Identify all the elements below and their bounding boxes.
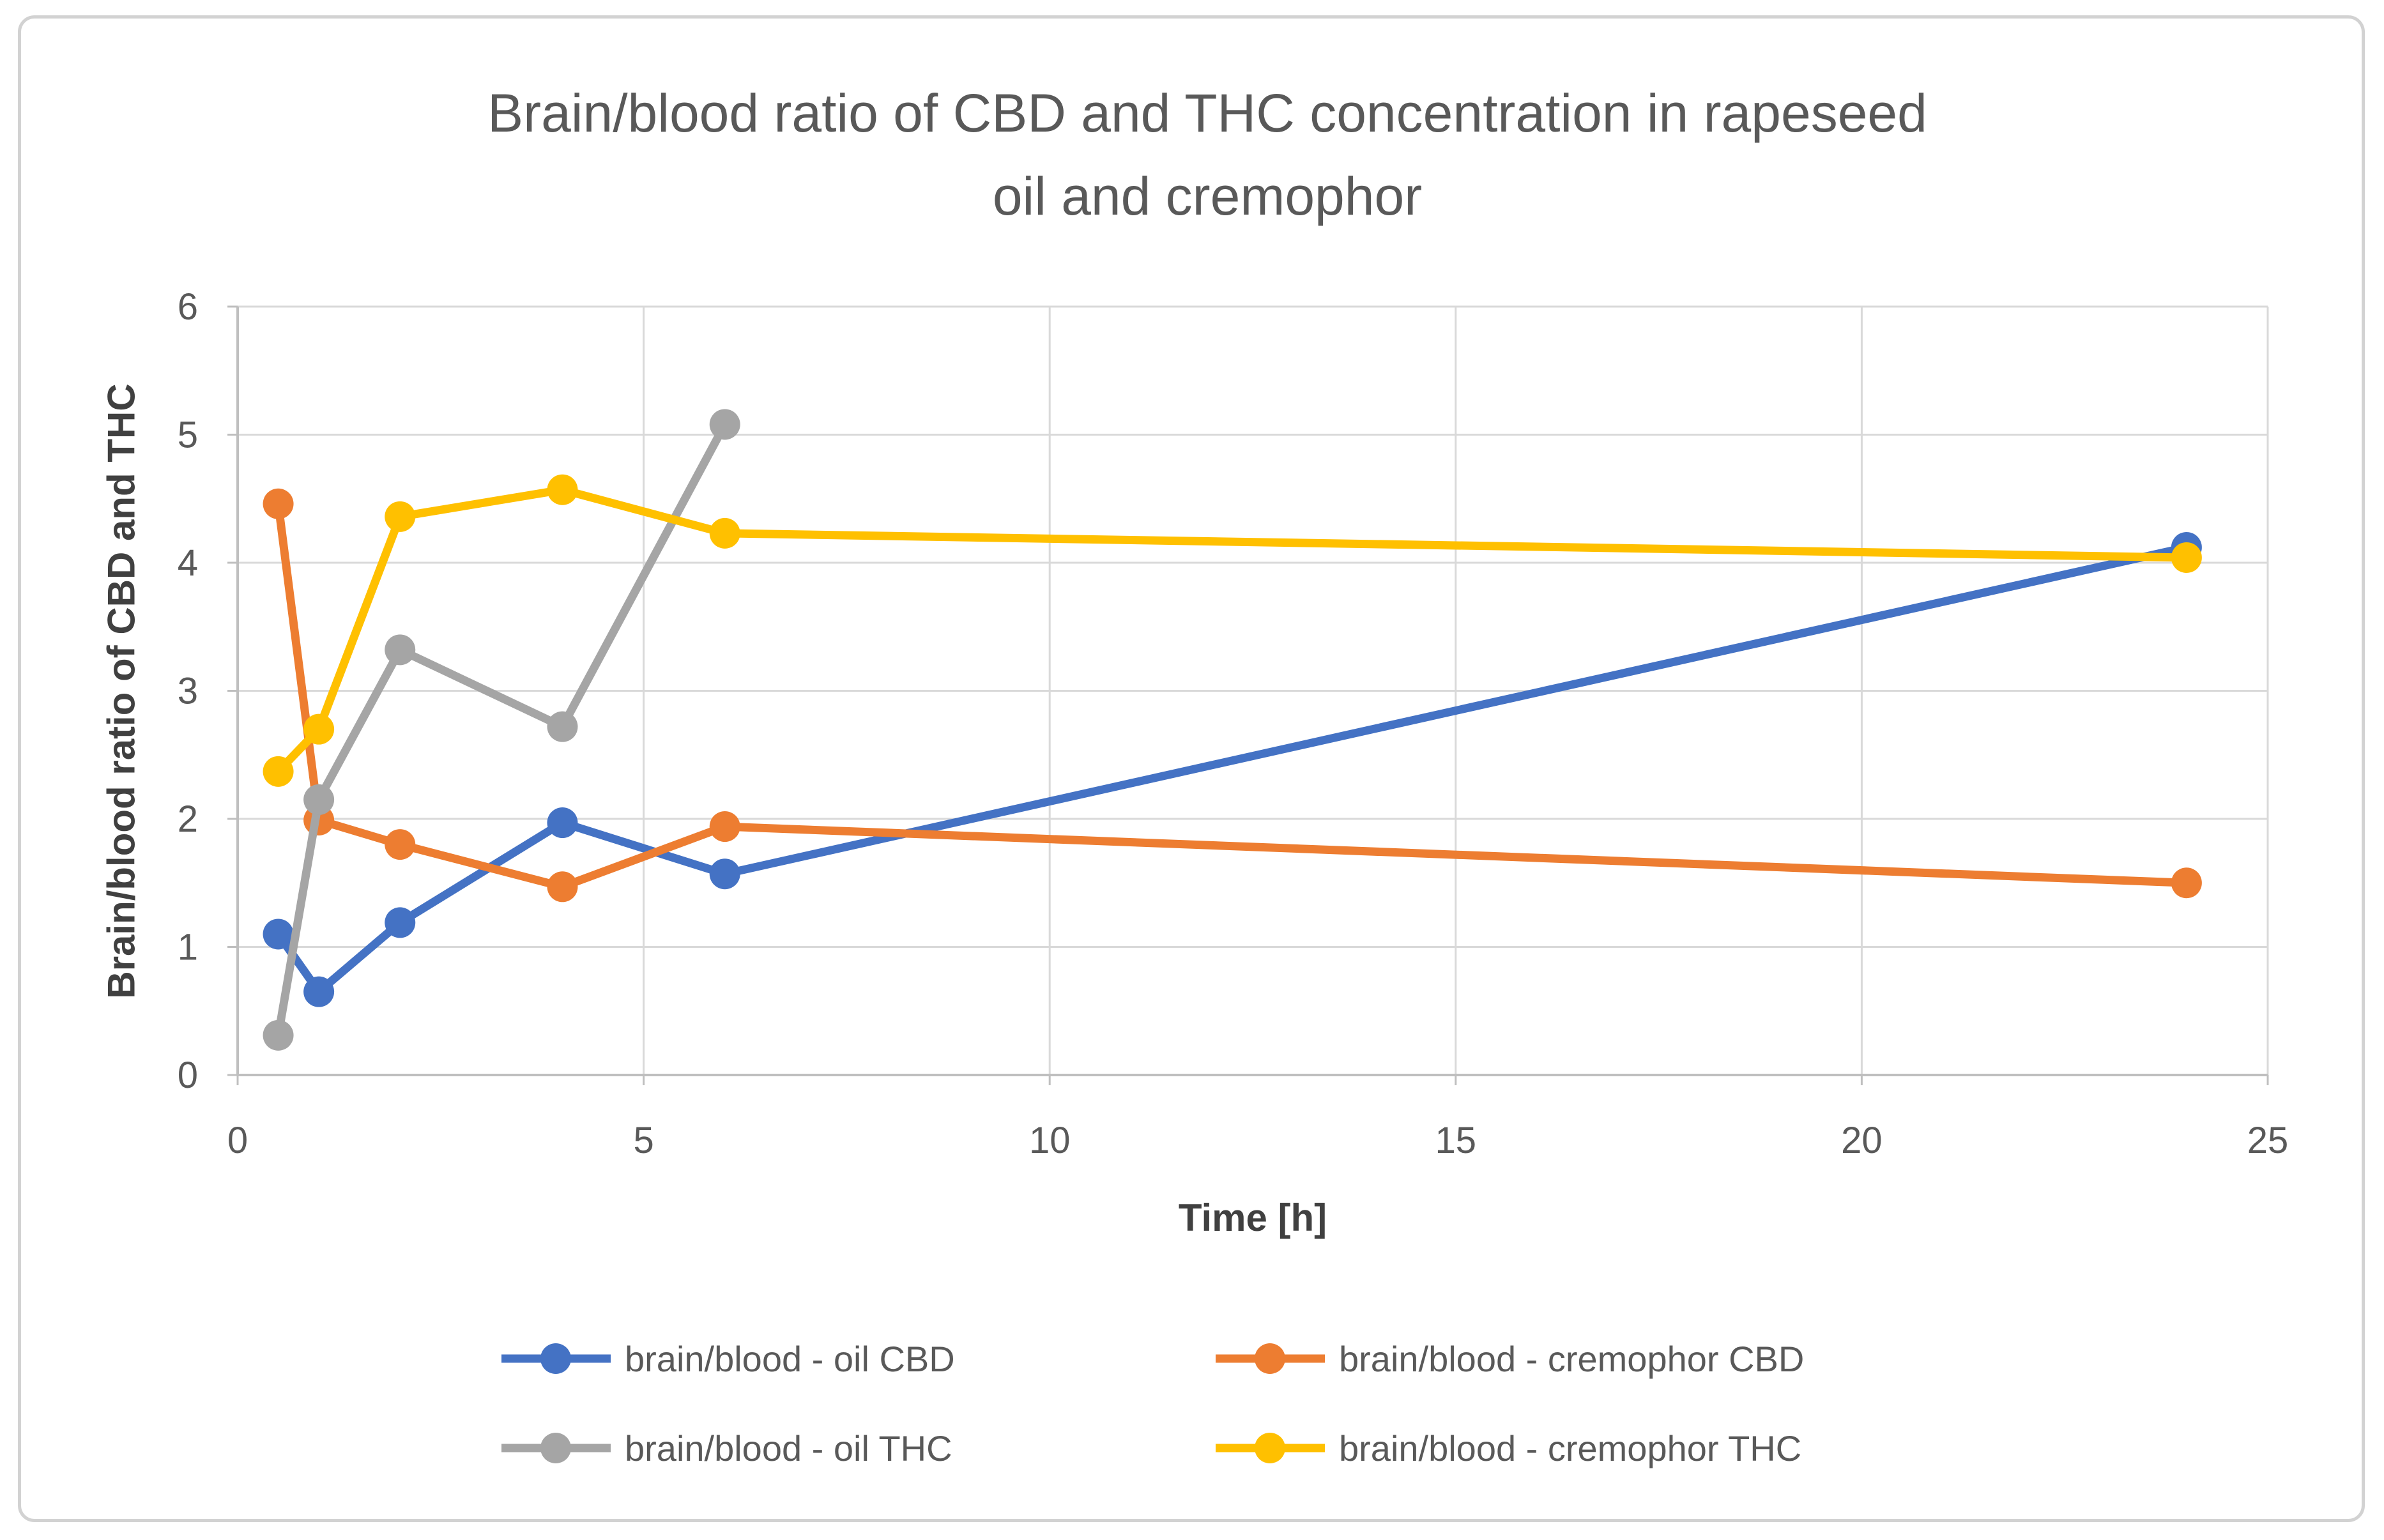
data-point-s3-5 bbox=[2171, 542, 2202, 573]
data-point-s2-2 bbox=[385, 634, 416, 666]
x-tick-label: 5 bbox=[633, 1120, 653, 1161]
x-tick-label: 10 bbox=[1029, 1120, 1071, 1161]
x-tick-label: 0 bbox=[227, 1120, 248, 1161]
legend-marker-dot bbox=[1255, 1343, 1285, 1374]
legend-label: brain/blood - cremophor CBD bbox=[1339, 1338, 1805, 1379]
legend-item-2: brain/blood - oil THC bbox=[501, 1413, 1216, 1483]
legend: brain/blood - oil CBD brain/blood - cremo… bbox=[501, 1323, 1804, 1483]
legend-marker-icon bbox=[1216, 1343, 1325, 1374]
series-line-0 bbox=[274, 543, 2191, 996]
data-point-s2-0 bbox=[263, 1019, 294, 1051]
legend-marker-icon bbox=[501, 1343, 611, 1374]
data-point-s1-3 bbox=[547, 871, 578, 903]
chart-title-line2: oil and cremophor bbox=[992, 166, 1423, 227]
legend-item-0: brain/blood - oil CBD bbox=[501, 1323, 1216, 1394]
x-tick-label: 15 bbox=[1435, 1120, 1477, 1161]
y-tick-label: 4 bbox=[178, 542, 198, 584]
series-line-1 bbox=[274, 499, 2191, 891]
x-axis-title: Time [h] bbox=[1178, 1196, 1327, 1239]
legend-item-3: brain/blood - cremophor THC bbox=[1216, 1413, 1804, 1483]
data-point-s1-4 bbox=[709, 811, 740, 842]
data-point-s1-5 bbox=[2171, 867, 2202, 899]
y-tick-label: 5 bbox=[178, 415, 198, 456]
legend-marker-dot bbox=[540, 1343, 571, 1374]
data-point-s2-3 bbox=[547, 711, 578, 742]
y-tick-label: 3 bbox=[178, 671, 198, 712]
chart-title-line1: Brain/blood ratio of CBD and THC concent… bbox=[487, 83, 1927, 143]
legend-label: brain/blood - oil THC bbox=[625, 1428, 952, 1468]
y-tick-label: 6 bbox=[178, 286, 198, 328]
legend-item-1: brain/blood - cremophor CBD bbox=[1216, 1323, 1804, 1394]
data-point-s3-1 bbox=[303, 713, 335, 745]
data-point-s1-2 bbox=[385, 829, 416, 860]
data-point-s2-1 bbox=[303, 784, 335, 815]
data-point-s1-0 bbox=[263, 488, 294, 519]
data-point-s3-3 bbox=[547, 474, 578, 505]
data-point-s2-4 bbox=[709, 409, 740, 440]
legend-marker-dot bbox=[1255, 1433, 1285, 1463]
data-point-s0-3 bbox=[547, 807, 578, 839]
data-point-s3-2 bbox=[385, 501, 416, 532]
legend-marker-icon bbox=[501, 1433, 611, 1463]
x-tick-label: 25 bbox=[2247, 1120, 2289, 1161]
legend-marker-icon bbox=[1216, 1433, 1325, 1463]
legend-label: brain/blood - cremophor THC bbox=[1339, 1428, 1802, 1468]
legend-marker-dot bbox=[540, 1433, 571, 1463]
data-point-s0-4 bbox=[709, 858, 740, 890]
chart-title: Brain/blood ratio of CBD and THC concent… bbox=[15, 72, 2384, 238]
data-point-s0-0 bbox=[263, 919, 294, 950]
y-tick-label: 2 bbox=[178, 798, 198, 840]
data-point-s0-2 bbox=[385, 907, 416, 938]
data-point-s3-4 bbox=[709, 517, 740, 549]
x-tick-label: 20 bbox=[1841, 1120, 1883, 1161]
y-tick-label: 1 bbox=[178, 927, 198, 968]
data-point-s3-0 bbox=[263, 756, 294, 787]
legend-label: brain/blood - oil CBD bbox=[625, 1338, 955, 1379]
y-tick-label: 0 bbox=[178, 1055, 198, 1096]
data-point-s0-1 bbox=[303, 976, 335, 1007]
